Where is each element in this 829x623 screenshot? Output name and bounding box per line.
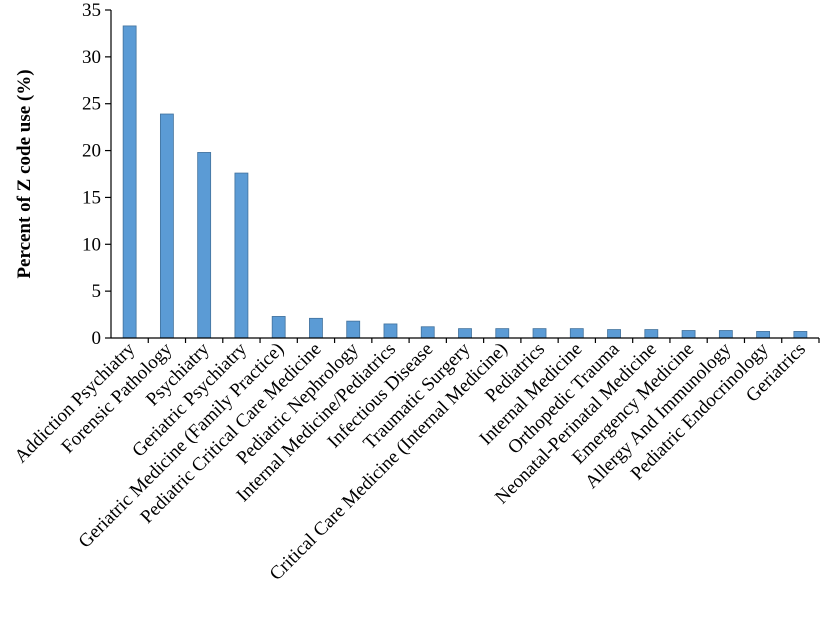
- bar: [532, 328, 547, 339]
- bar: [458, 328, 472, 339]
- bar: [718, 330, 733, 339]
- bar: [644, 329, 659, 339]
- bar: [793, 331, 808, 339]
- y-axis-label: Percent of Z code use (%): [14, 69, 35, 278]
- bar: [122, 25, 137, 339]
- y-tick-label: 25: [82, 94, 101, 115]
- bar: [346, 320, 361, 339]
- bar: [569, 328, 584, 339]
- bars-group: [122, 25, 808, 339]
- y-tick-label: 10: [82, 234, 101, 255]
- y-tick-label: 5: [92, 281, 102, 302]
- y-tick-label: 0: [92, 328, 102, 349]
- bar: [309, 317, 323, 339]
- bar: [271, 316, 286, 339]
- y-tick-label: 20: [82, 141, 101, 162]
- bar: [607, 329, 621, 339]
- y-tick-label: 30: [82, 47, 101, 68]
- bar: [756, 331, 771, 339]
- bar: [495, 328, 510, 339]
- y-tick-label: 15: [82, 187, 101, 208]
- y-tick-label: 35: [82, 0, 101, 21]
- bar: [159, 113, 174, 339]
- bar: [420, 326, 435, 339]
- bar: [681, 330, 696, 339]
- bar: [234, 172, 249, 339]
- axes-group: [110, 10, 819, 339]
- y-ticks-group: 0 5 10 15 20 25 30 35: [82, 0, 111, 349]
- bar: [197, 152, 212, 339]
- bar: [383, 323, 398, 339]
